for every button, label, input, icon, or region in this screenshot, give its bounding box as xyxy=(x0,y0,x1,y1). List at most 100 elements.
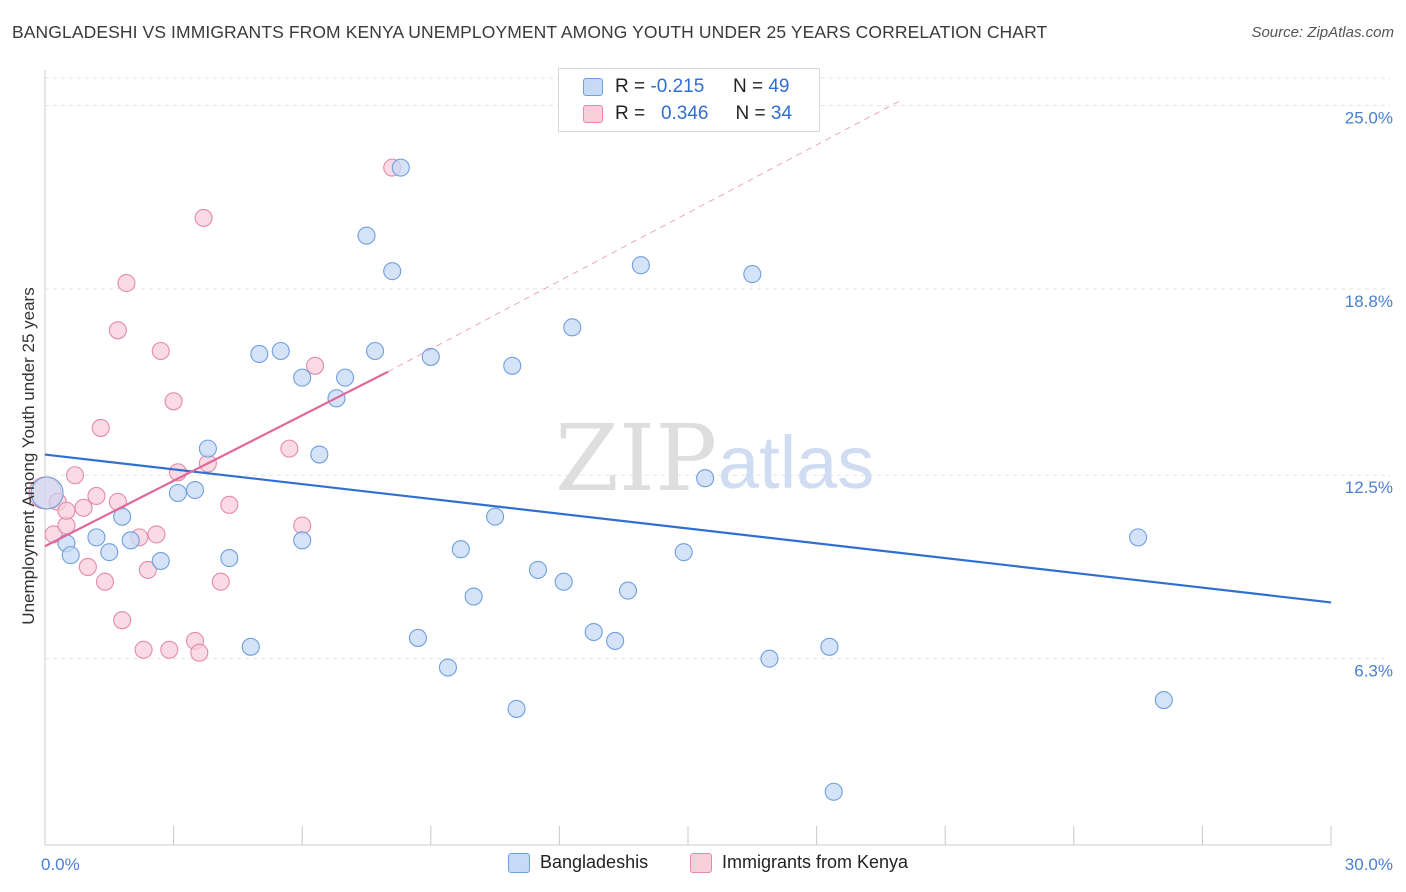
bangladeshi-point xyxy=(293,368,312,387)
kenya-point xyxy=(160,640,179,659)
kenya-point xyxy=(95,572,115,591)
bangladeshi-point xyxy=(438,658,457,677)
bangladeshi-points xyxy=(30,158,1173,801)
kenya-point xyxy=(147,525,166,544)
y-tick-label: 12.5% xyxy=(1345,478,1393,497)
bangladeshi-point xyxy=(310,445,329,464)
kenya-trend-extension xyxy=(387,99,903,373)
bangladeshi-point xyxy=(220,549,239,568)
bangladeshi-point xyxy=(30,476,64,510)
axes xyxy=(44,70,1332,846)
x-tick-labels: 0.0% 30.0% xyxy=(41,855,1393,874)
kenya-point xyxy=(87,486,106,506)
y-tick-label: 25.0% xyxy=(1345,108,1393,127)
kenya-point xyxy=(280,439,299,458)
watermark-atlas: atlas xyxy=(718,421,874,504)
bangladeshi-point xyxy=(408,628,427,647)
bangladeshi-point xyxy=(606,631,625,650)
legend-item-kenya: Immigrants from Kenya xyxy=(690,852,908,873)
legend-swatch-kenya xyxy=(583,105,603,123)
kenya-point xyxy=(113,611,132,630)
kenya-point xyxy=(74,498,93,517)
legend-r-value: -0.215 xyxy=(650,76,705,97)
correlation-legend: R = -0.215 N = 49 R = 0.346 N = 34 xyxy=(558,68,820,132)
bangladeshi-point xyxy=(366,341,385,361)
kenya-point xyxy=(194,208,213,227)
legend-r-value: 0.346 xyxy=(660,103,709,124)
x-tick-label: 0.0% xyxy=(41,855,80,874)
bangladeshi-point xyxy=(271,341,290,361)
bangladeshi-point xyxy=(631,256,650,275)
bangladeshi-point xyxy=(464,587,483,606)
legend-row-kenya: R = 0.346 N = 34 xyxy=(583,101,792,127)
watermark: ZIP atlas xyxy=(555,405,874,512)
bangladeshi-point xyxy=(528,560,548,579)
series-legend: Bangladeshis Immigrants from Kenya xyxy=(0,852,1406,878)
bangladeshi-trend-line xyxy=(44,453,1332,604)
y-tick-labels: 6.3% 12.5% 18.8% 25.0% xyxy=(1345,108,1393,680)
kenya-point xyxy=(134,640,153,659)
bangladeshi-point xyxy=(563,318,582,337)
trend-lines xyxy=(44,99,1332,604)
bangladeshi-point xyxy=(293,531,312,550)
legend-n-value: 49 xyxy=(768,76,790,97)
legend-row-bangladeshi: R = -0.215 N = 49 xyxy=(583,74,789,100)
kenya-point xyxy=(78,557,97,576)
legend-item-bangladeshis: Bangladeshis xyxy=(508,852,648,873)
kenya-trend-line xyxy=(44,370,389,548)
bangladeshi-point xyxy=(391,158,410,177)
legend-label-bangladeshis: Bangladeshis xyxy=(540,852,649,872)
kenya-point xyxy=(138,560,157,579)
bangladeshi-point xyxy=(61,546,80,565)
y-axis-label: Unemployment Among Youth under 25 years xyxy=(19,287,38,624)
kenya-point xyxy=(117,273,136,293)
bangladeshi-point xyxy=(507,699,526,718)
kenya-point xyxy=(65,466,85,485)
bangladeshi-point xyxy=(696,469,715,488)
bangladeshi-point xyxy=(743,265,762,284)
bangladeshi-point xyxy=(185,480,205,500)
legend-r-label: R = xyxy=(615,103,646,124)
bangladeshi-point xyxy=(503,356,522,375)
legend-r-label: R = xyxy=(615,76,646,97)
bangladeshi-point xyxy=(824,782,843,801)
legend-label-kenya: Immigrants from Kenya xyxy=(722,852,909,872)
kenya-points xyxy=(28,158,402,662)
y-tick-label: 6.3% xyxy=(1354,662,1393,681)
bangladeshi-point xyxy=(100,543,119,562)
bangladeshi-point xyxy=(151,551,170,571)
kenya-point xyxy=(306,356,325,375)
bangladeshi-point xyxy=(674,543,693,562)
bangladeshi-point xyxy=(618,581,638,600)
legend-swatch-bangladeshi xyxy=(583,78,603,96)
kenya-point xyxy=(151,341,170,361)
bangladeshi-point xyxy=(1129,528,1148,547)
bangladeshi-point xyxy=(421,347,440,366)
kenya-point xyxy=(164,392,183,411)
bangladeshi-point xyxy=(554,572,573,591)
bangladeshi-point xyxy=(121,531,140,550)
bangladeshi-point xyxy=(357,226,376,245)
bangladeshi-point xyxy=(250,344,269,364)
legend-n-value: 34 xyxy=(770,103,793,124)
legend-n-label: N = xyxy=(732,76,764,97)
legend-swatch-kenya xyxy=(690,852,712,873)
source-label: Source: ZipAtlas.com xyxy=(1251,24,1394,41)
bangladeshi-point xyxy=(486,507,505,526)
y-tick-label: 18.8% xyxy=(1345,292,1393,311)
legend-n-label: N = xyxy=(735,103,766,124)
bangladeshi-point xyxy=(760,649,779,668)
kenya-point xyxy=(57,501,76,520)
bangladeshi-point xyxy=(820,637,839,656)
kenya-point xyxy=(220,495,239,514)
grid-lines xyxy=(45,77,1390,660)
watermark-zip: ZIP xyxy=(555,405,717,512)
kenya-point xyxy=(91,418,110,437)
bangladeshi-point xyxy=(383,262,402,281)
bangladeshi-point xyxy=(336,368,355,387)
bangladeshi-point xyxy=(168,483,187,503)
bangladeshi-point xyxy=(1154,691,1173,710)
bangladeshi-point xyxy=(87,528,106,547)
bangladeshi-point xyxy=(198,439,217,458)
